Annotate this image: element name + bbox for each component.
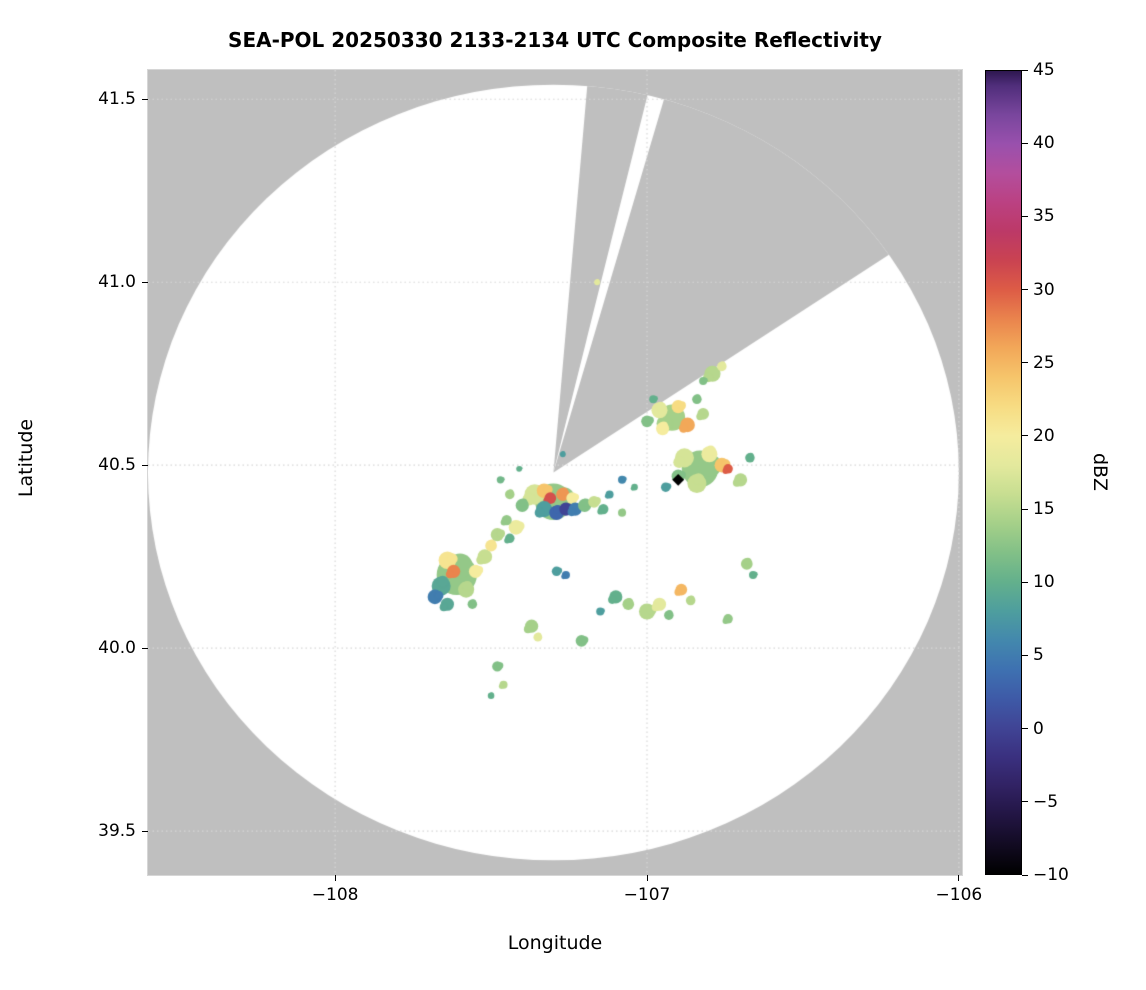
y-tick-label: 39.5: [98, 821, 136, 842]
colorbar-tick-mark: [1022, 362, 1028, 364]
x-axis-label: Longitude: [507, 932, 603, 954]
colorbar-tick-mark: [1022, 874, 1028, 876]
colorbar-tick-mark: [1022, 728, 1028, 730]
colorbar-tick-label: 35: [1033, 206, 1055, 227]
y-tick-mark: [142, 830, 148, 832]
colorbar-tick-mark: [1022, 289, 1028, 291]
colorbar-tick-label: 40: [1033, 133, 1055, 154]
plot-title: SEA-POL 20250330 2133-2134 UTC Composite…: [228, 28, 882, 52]
x-tick-mark: [646, 875, 648, 881]
y-tick-mark: [142, 98, 148, 100]
y-axis-label: Latitude: [15, 418, 37, 498]
colorbar: [985, 70, 1022, 875]
x-tick-label: −107: [623, 885, 671, 905]
y-tick-label: 40.0: [98, 638, 136, 659]
colorbar-tick-label: 10: [1033, 572, 1055, 593]
x-tick-mark: [958, 875, 960, 881]
colorbar-tick-mark: [1022, 215, 1028, 217]
colorbar-tick-mark: [1022, 142, 1028, 144]
colorbar-tick-mark: [1022, 435, 1028, 437]
y-tick-label: 41.0: [98, 272, 136, 293]
y-tick-label: 40.5: [98, 455, 136, 476]
colorbar-tick-label: 20: [1033, 425, 1055, 446]
colorbar-tick-label: −10: [1033, 865, 1069, 885]
colorbar-tick-mark: [1022, 801, 1028, 803]
colorbar-tick-label: 30: [1033, 279, 1055, 300]
y-tick-mark: [142, 464, 148, 466]
colorbar-tick-mark: [1022, 508, 1028, 510]
colorbar-tick-label: 25: [1033, 352, 1055, 373]
y-tick-mark: [142, 647, 148, 649]
x-tick-label: −108: [311, 885, 359, 905]
y-tick-label: 41.5: [98, 89, 136, 110]
colorbar-label: dBZ: [1089, 452, 1111, 492]
colorbar-tick-label: 0: [1033, 718, 1044, 739]
colorbar-tick-mark: [1022, 69, 1028, 71]
colorbar-tick-label: 45: [1033, 60, 1055, 80]
colorbar-tick-label: 15: [1033, 499, 1055, 520]
x-tick-mark: [334, 875, 336, 881]
colorbar-tick-label: 5: [1033, 645, 1044, 666]
colorbar-tick-mark: [1022, 654, 1028, 656]
colorbar-tick-mark: [1022, 581, 1028, 583]
plot-area: [147, 69, 963, 876]
x-tick-label: −106: [935, 885, 983, 905]
colorbar-tick-label: −5: [1033, 791, 1059, 812]
y-tick-mark: [142, 281, 148, 283]
radar-reflectivity-canvas: [148, 70, 962, 875]
